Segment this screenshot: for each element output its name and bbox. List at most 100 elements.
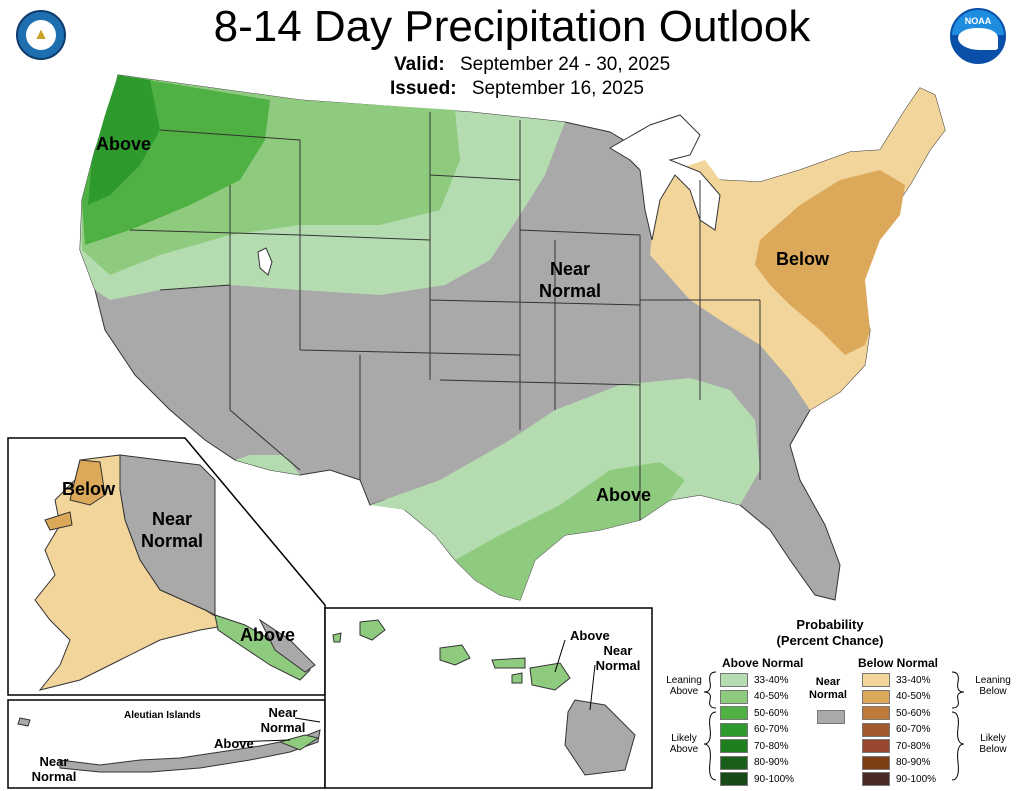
valid-value: September 24 - 30, 2025 <box>459 54 671 75</box>
map-title: 8-14 Day Precipitation Outlook <box>213 2 811 51</box>
label-near-normal-central: Near Normal <box>538 259 601 301</box>
legend-row-below-5: 80-90% <box>862 755 930 770</box>
noaa-logo-text: NOAA <box>964 16 992 26</box>
legend-range-below-6: 90-100% <box>896 773 937 785</box>
legend-swatch-below-1 <box>862 689 890 704</box>
legend-near-normal-swatch <box>817 710 845 724</box>
legend-swatch-below-5 <box>862 755 890 770</box>
label-near-normal-hawaii: Near Normal <box>595 643 641 673</box>
legend-swatch-below-6 <box>862 772 890 786</box>
legend-range-below-0: 33-40% <box>896 674 931 686</box>
hawaii-oahu <box>439 644 471 666</box>
legend-row-below-1: 40-50% <box>862 689 931 704</box>
legend-near-normal-label: Near Normal <box>809 676 847 701</box>
legend-likely-above: Likely Above <box>669 733 699 755</box>
legend-row-above-4: 70-80% <box>720 739 788 753</box>
leader-lines <box>234 639 596 743</box>
legend-range-below-3: 60-70% <box>896 724 931 735</box>
legend-title: Probability (Percent Chance) <box>776 617 884 648</box>
issued-line: Issued: September 16, 2025 <box>390 78 644 100</box>
alaska-panhandle-gray <box>258 618 316 673</box>
label-near-normal-aleutian-right: Near Normal <box>260 705 306 735</box>
legend-swatch-below-3 <box>862 722 890 737</box>
legend-range-above-1: 40-50% <box>754 691 789 702</box>
legend-swatch-above-3 <box>720 722 748 737</box>
great-lakes <box>609 114 721 241</box>
label-near-normal-aleutian-left: Near Normal <box>31 754 77 784</box>
label-above-alaska: Above <box>240 625 296 645</box>
aleutian-chain <box>17 717 321 773</box>
label-near-normal-alaska: Near Normal <box>140 509 203 551</box>
legend-row-above-2: 50-60% <box>720 706 788 720</box>
eagle-icon: ▲ <box>26 20 56 50</box>
legend-range-above-5: 80-90% <box>754 757 789 768</box>
alaska-panhandle-above <box>214 614 311 681</box>
legend-row-below-2: 50-60% <box>862 706 930 720</box>
legend-range-above-2: 50-60% <box>754 707 789 719</box>
legend-swatch-below-4 <box>862 739 890 753</box>
legend-swatch-below-0 <box>862 673 890 687</box>
hawaii-lanai <box>511 672 523 684</box>
alaska-inset <box>7 437 326 696</box>
great-salt-lake <box>257 247 273 276</box>
hawaii-big-island <box>564 699 636 776</box>
legend-swatch-below-2 <box>862 706 890 720</box>
label-above-south: Above <box>596 485 652 505</box>
legend-row-below-0: 33-40% <box>862 673 930 687</box>
legend-row-above-3: 60-70% <box>720 722 789 737</box>
aleutian-above-area <box>278 734 320 751</box>
legend-row-below-3: 60-70% <box>862 722 931 737</box>
legend-range-above-3: 60-70% <box>754 724 789 735</box>
legend-row-below-6: 90-100% <box>862 772 936 786</box>
issued-value: September 16, 2025 <box>471 78 644 99</box>
legend-above-header: Above Normal <box>722 656 804 670</box>
legend-range-above-0: 33-40% <box>754 674 789 686</box>
hawaii-inset <box>324 607 653 789</box>
noaa-logo-icon: NOAA <box>950 8 1006 64</box>
hawaii-molokai <box>491 657 526 669</box>
conus-above-33-40-south <box>370 378 760 600</box>
legend-row-above-1: 40-50% <box>720 689 789 704</box>
legend-likely-below: Likely Below <box>979 733 1007 755</box>
legend-range-below-2: 50-60% <box>896 707 931 719</box>
hawaii-niihau <box>332 632 342 643</box>
legend-row-above-6: 90-100% <box>720 772 794 786</box>
valid-line: Valid: September 24 - 30, 2025 <box>394 54 670 76</box>
alaska-below-40-50-area <box>69 459 106 506</box>
label-below-alaska: Below <box>62 479 116 499</box>
conus-above-33-40-az <box>235 455 300 475</box>
conus-above-40-50-south <box>455 462 685 600</box>
legend-swatch-above-5 <box>720 755 748 770</box>
commerce-seal-icon: ▲ <box>16 10 66 60</box>
label-below-east: Below <box>776 249 830 269</box>
legend-row-above-0: 33-40% <box>720 673 788 687</box>
legend-swatch-above-2 <box>720 706 748 720</box>
label-above-northwest: Above <box>96 134 152 154</box>
legend-swatch-above-4 <box>720 739 748 753</box>
label-aleutian-islands: Aleutian Islands <box>124 710 201 721</box>
legend-row-below-4: 70-80% <box>862 739 930 753</box>
valid-label: Valid: <box>394 54 445 75</box>
legend-leaning-below: Leaning Below <box>975 675 1011 697</box>
legend-leaning-above: Leaning Above <box>666 675 702 697</box>
hawaii-kauai <box>359 619 386 641</box>
conus-below-40-50-east <box>755 170 905 355</box>
legend-swatch-above-1 <box>720 689 748 704</box>
state-borders <box>129 112 761 520</box>
hawaii-maui <box>529 662 571 691</box>
seward-peninsula-below <box>44 511 73 531</box>
aleutian-inset <box>7 699 326 789</box>
legend-swatch-above-6 <box>720 772 748 786</box>
legend-range-below-1: 40-50% <box>896 691 931 702</box>
label-above-hawaii: Above <box>570 628 610 643</box>
legend-swatch-above-0 <box>720 673 748 687</box>
legend-range-above-4: 70-80% <box>754 740 789 752</box>
label-above-aleutian: Above <box>214 736 254 751</box>
legend-range-above-6: 90-100% <box>754 773 795 785</box>
issued-label: Issued: <box>390 78 457 99</box>
conus-above-60-70-nw <box>88 75 160 205</box>
alaska-below-33-40-area <box>34 454 232 691</box>
legend-row-above-5: 80-90% <box>720 755 789 770</box>
legend-below-header: Below Normal <box>858 656 939 670</box>
